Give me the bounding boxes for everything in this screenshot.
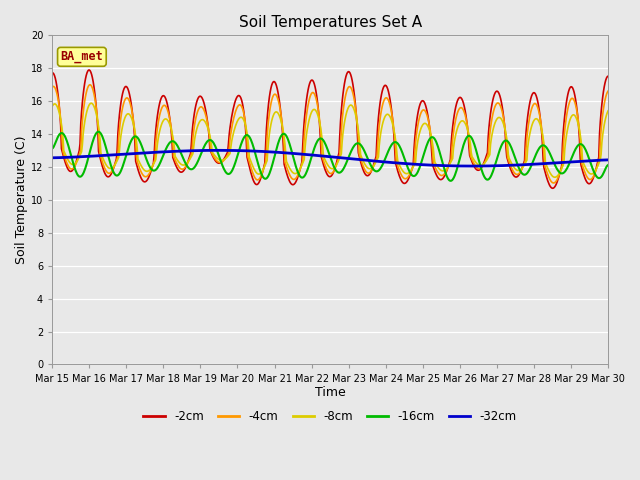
-16cm	[202, 140, 210, 146]
-32cm	[172, 148, 180, 154]
-4cm	[58, 140, 66, 146]
Line: -32cm: -32cm	[52, 150, 608, 166]
-4cm	[86, 82, 94, 87]
-4cm	[399, 174, 406, 180]
-32cm	[468, 163, 476, 169]
-2cm	[202, 109, 210, 115]
-2cm	[86, 67, 93, 73]
-32cm	[604, 157, 612, 163]
Text: BA_met: BA_met	[61, 50, 103, 63]
-2cm	[548, 185, 556, 191]
-2cm	[415, 107, 422, 112]
-16cm	[116, 169, 124, 175]
-8cm	[604, 108, 612, 114]
-32cm	[399, 160, 406, 166]
-8cm	[58, 127, 66, 133]
-4cm	[49, 84, 56, 90]
-16cm	[399, 150, 406, 156]
-32cm	[49, 155, 56, 161]
-4cm	[202, 113, 210, 119]
-4cm	[173, 160, 180, 166]
-2cm	[604, 73, 612, 79]
-4cm	[549, 180, 557, 186]
Line: -8cm: -8cm	[52, 103, 608, 177]
-8cm	[49, 104, 56, 109]
Line: -2cm: -2cm	[52, 70, 608, 188]
-2cm	[399, 180, 406, 185]
-2cm	[58, 149, 66, 155]
-4cm	[415, 118, 422, 124]
-16cm	[173, 142, 180, 147]
Legend: -2cm, -4cm, -8cm, -16cm, -32cm: -2cm, -4cm, -8cm, -16cm, -32cm	[139, 405, 522, 428]
-32cm	[214, 147, 222, 153]
-16cm	[49, 146, 56, 152]
-8cm	[551, 174, 559, 180]
-8cm	[399, 168, 406, 173]
-8cm	[202, 120, 210, 126]
-16cm	[95, 129, 102, 134]
-8cm	[88, 100, 95, 106]
-32cm	[116, 152, 124, 157]
Line: -4cm: -4cm	[52, 84, 608, 183]
-16cm	[58, 130, 66, 136]
-2cm	[173, 164, 180, 170]
-32cm	[415, 162, 422, 168]
-16cm	[604, 162, 612, 168]
Line: -16cm: -16cm	[52, 132, 608, 181]
-8cm	[116, 138, 124, 144]
X-axis label: Time: Time	[315, 386, 346, 399]
-8cm	[415, 134, 422, 140]
-2cm	[116, 105, 124, 111]
Title: Soil Temperatures Set A: Soil Temperatures Set A	[239, 15, 422, 30]
-2cm	[49, 70, 56, 76]
-4cm	[604, 88, 612, 94]
-16cm	[415, 167, 422, 173]
-8cm	[173, 156, 180, 162]
Y-axis label: Soil Temperature (C): Soil Temperature (C)	[15, 136, 28, 264]
-4cm	[116, 120, 124, 126]
-32cm	[202, 147, 209, 153]
-32cm	[58, 155, 66, 160]
-16cm	[447, 178, 454, 184]
